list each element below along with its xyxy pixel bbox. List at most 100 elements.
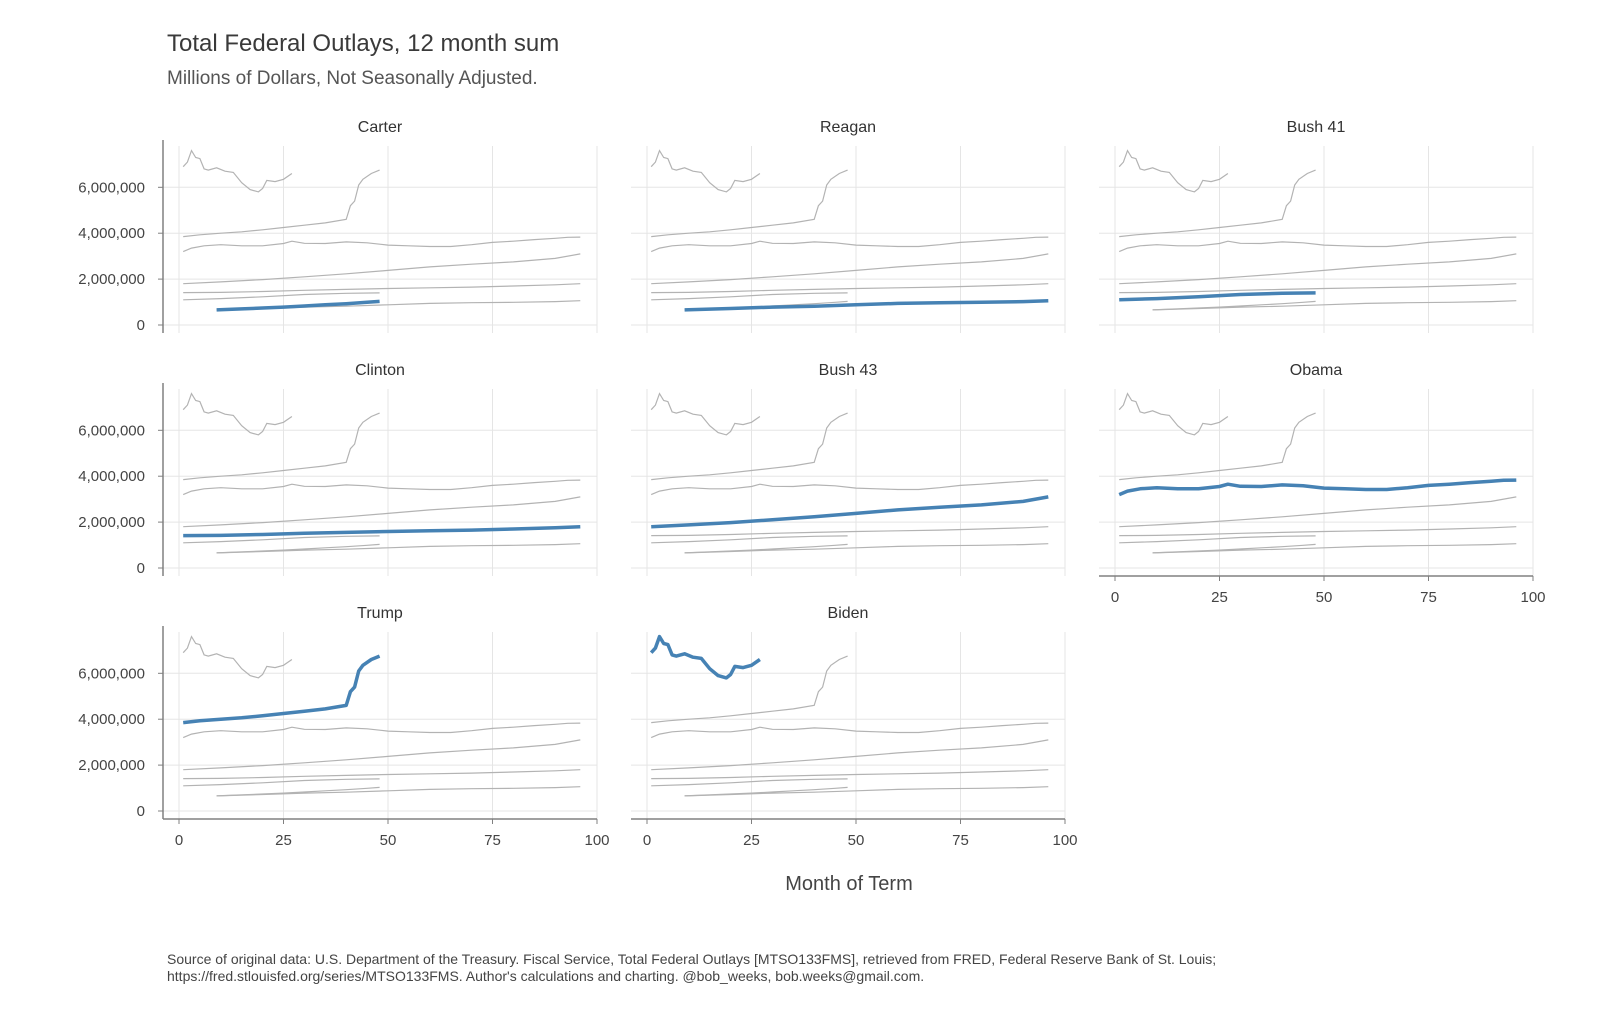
- background-series-line: [1118, 149, 1229, 193]
- facet-panel: Trump 0 2,000,000 4,000,000 6,000,000 0 25 50 75…: [78, 605, 609, 849]
- background-series-line: [651, 778, 848, 787]
- background-series-line: [651, 769, 1049, 780]
- background-series-line: [1119, 169, 1316, 238]
- background-series-line: [182, 392, 293, 436]
- y-tick-label: 2,000,000: [78, 514, 145, 531]
- facet-label: Carter: [358, 119, 403, 136]
- background-series-line: [651, 535, 848, 544]
- facet-label: Clinton: [355, 362, 405, 379]
- y-tick-label: 6,000,000: [78, 179, 145, 196]
- highlight-series-line: [183, 654, 381, 725]
- background-series-line: [651, 169, 848, 238]
- background-series-line: [1118, 236, 1517, 253]
- source-line: https://fred.stlouisfed.org/series/MTSO1…: [167, 968, 925, 984]
- y-tick-label: 2,000,000: [78, 757, 145, 774]
- background-series-line: [1119, 253, 1517, 285]
- source-note: Source of original data: U.S. Department…: [167, 951, 1467, 985]
- highlight-series-line: [1118, 478, 1517, 497]
- background-series-line: [650, 149, 761, 193]
- background-series-line: [183, 739, 581, 771]
- background-series-line: [183, 769, 581, 780]
- facet-label: Reagan: [820, 119, 876, 136]
- background-series-line: [684, 543, 1049, 554]
- facet-panel: Carter 0 2,000,000 4,000,000 6,000,000: [78, 119, 598, 334]
- background-series-line: [651, 739, 1049, 771]
- x-tick-label: 50: [380, 832, 397, 849]
- x-tick-label: 100: [1520, 589, 1545, 606]
- background-series-line: [1152, 300, 1517, 311]
- background-series-line: [183, 535, 380, 544]
- background-series-line: [182, 722, 581, 739]
- y-tick-label: 6,000,000: [78, 665, 145, 682]
- facet-panel: Obama 0 25 50 75 100: [1099, 362, 1546, 606]
- highlight-series-line: [684, 298, 1049, 312]
- background-series-line: [1119, 496, 1517, 528]
- x-tick-label: 100: [1052, 832, 1077, 849]
- background-series-line: [183, 292, 380, 301]
- y-tick-label: 0: [137, 317, 145, 334]
- facet-panel: Bush 41: [1099, 119, 1534, 333]
- background-series-line: [651, 283, 1049, 294]
- x-tick-label: 0: [643, 832, 651, 849]
- y-tick-label: 4,000,000: [78, 225, 145, 242]
- background-series-line: [651, 253, 1049, 285]
- background-series-line: [183, 412, 380, 481]
- facet-label: Bush 43: [819, 362, 878, 379]
- background-series-line: [650, 722, 1049, 739]
- x-tick-label: 25: [1211, 589, 1228, 606]
- x-tick-label: 75: [1420, 589, 1437, 606]
- x-tick-label: 75: [952, 832, 969, 849]
- highlight-series-line: [651, 495, 1049, 529]
- background-series-line: [650, 236, 1049, 253]
- y-tick-label: 4,000,000: [78, 711, 145, 728]
- facet-label: Obama: [1290, 362, 1343, 379]
- background-series-line: [183, 283, 581, 294]
- source-line: Source of original data: U.S. Department…: [167, 951, 1217, 967]
- facet-label: Biden: [828, 605, 869, 622]
- facet-panel: Bush 43: [631, 362, 1066, 576]
- facet-panel: Biden 0 25 50 75 100: [631, 605, 1078, 849]
- chart-subtitle: Millions of Dollars, Not Seasonally Adju…: [167, 68, 538, 89]
- background-series-line: [651, 412, 848, 481]
- facet-label: Bush 41: [1287, 119, 1346, 136]
- highlight-series-line: [183, 524, 581, 538]
- y-tick-label: 0: [137, 803, 145, 820]
- background-series-line: [182, 236, 581, 253]
- facet-panel: Reagan: [631, 119, 1066, 333]
- y-tick-label: 2,000,000: [78, 271, 145, 288]
- background-series-line: [183, 778, 380, 787]
- background-series-line: [182, 479, 581, 496]
- x-tick-label: 25: [275, 832, 292, 849]
- facet-label: Trump: [357, 605, 403, 622]
- highlight-series-line: [1119, 291, 1316, 302]
- x-tick-label: 50: [1316, 589, 1333, 606]
- background-series-line: [651, 292, 848, 301]
- background-series-line: [1118, 392, 1229, 436]
- y-tick-label: 0: [137, 560, 145, 577]
- highlight-series-line: [216, 299, 380, 312]
- background-series-line: [1152, 543, 1517, 554]
- facet-panel: Clinton 0 2,000,000 4,000,000 6,000,000: [78, 362, 598, 577]
- background-series-line: [651, 655, 848, 724]
- x-tick-label: 0: [175, 832, 183, 849]
- background-series-line: [216, 543, 581, 554]
- background-series-line: [216, 786, 581, 797]
- background-series-line: [1119, 535, 1316, 544]
- background-series-line: [1119, 283, 1517, 294]
- background-series-line: [1119, 526, 1517, 537]
- x-tick-label: 0: [1111, 589, 1119, 606]
- background-series-line: [183, 253, 581, 285]
- background-series-line: [183, 496, 581, 528]
- background-series-line: [684, 786, 1049, 797]
- x-tick-label: 50: [848, 832, 865, 849]
- background-series-line: [182, 149, 293, 193]
- background-series-line: [651, 526, 1049, 537]
- background-series-line: [650, 392, 761, 436]
- x-axis-title: Month of Term: [785, 873, 912, 895]
- highlight-series-line: [649, 634, 761, 680]
- x-tick-label: 100: [584, 832, 609, 849]
- background-series-line: [183, 169, 380, 238]
- y-tick-label: 4,000,000: [78, 468, 145, 485]
- chart-title: Total Federal Outlays, 12 month sum: [167, 30, 560, 57]
